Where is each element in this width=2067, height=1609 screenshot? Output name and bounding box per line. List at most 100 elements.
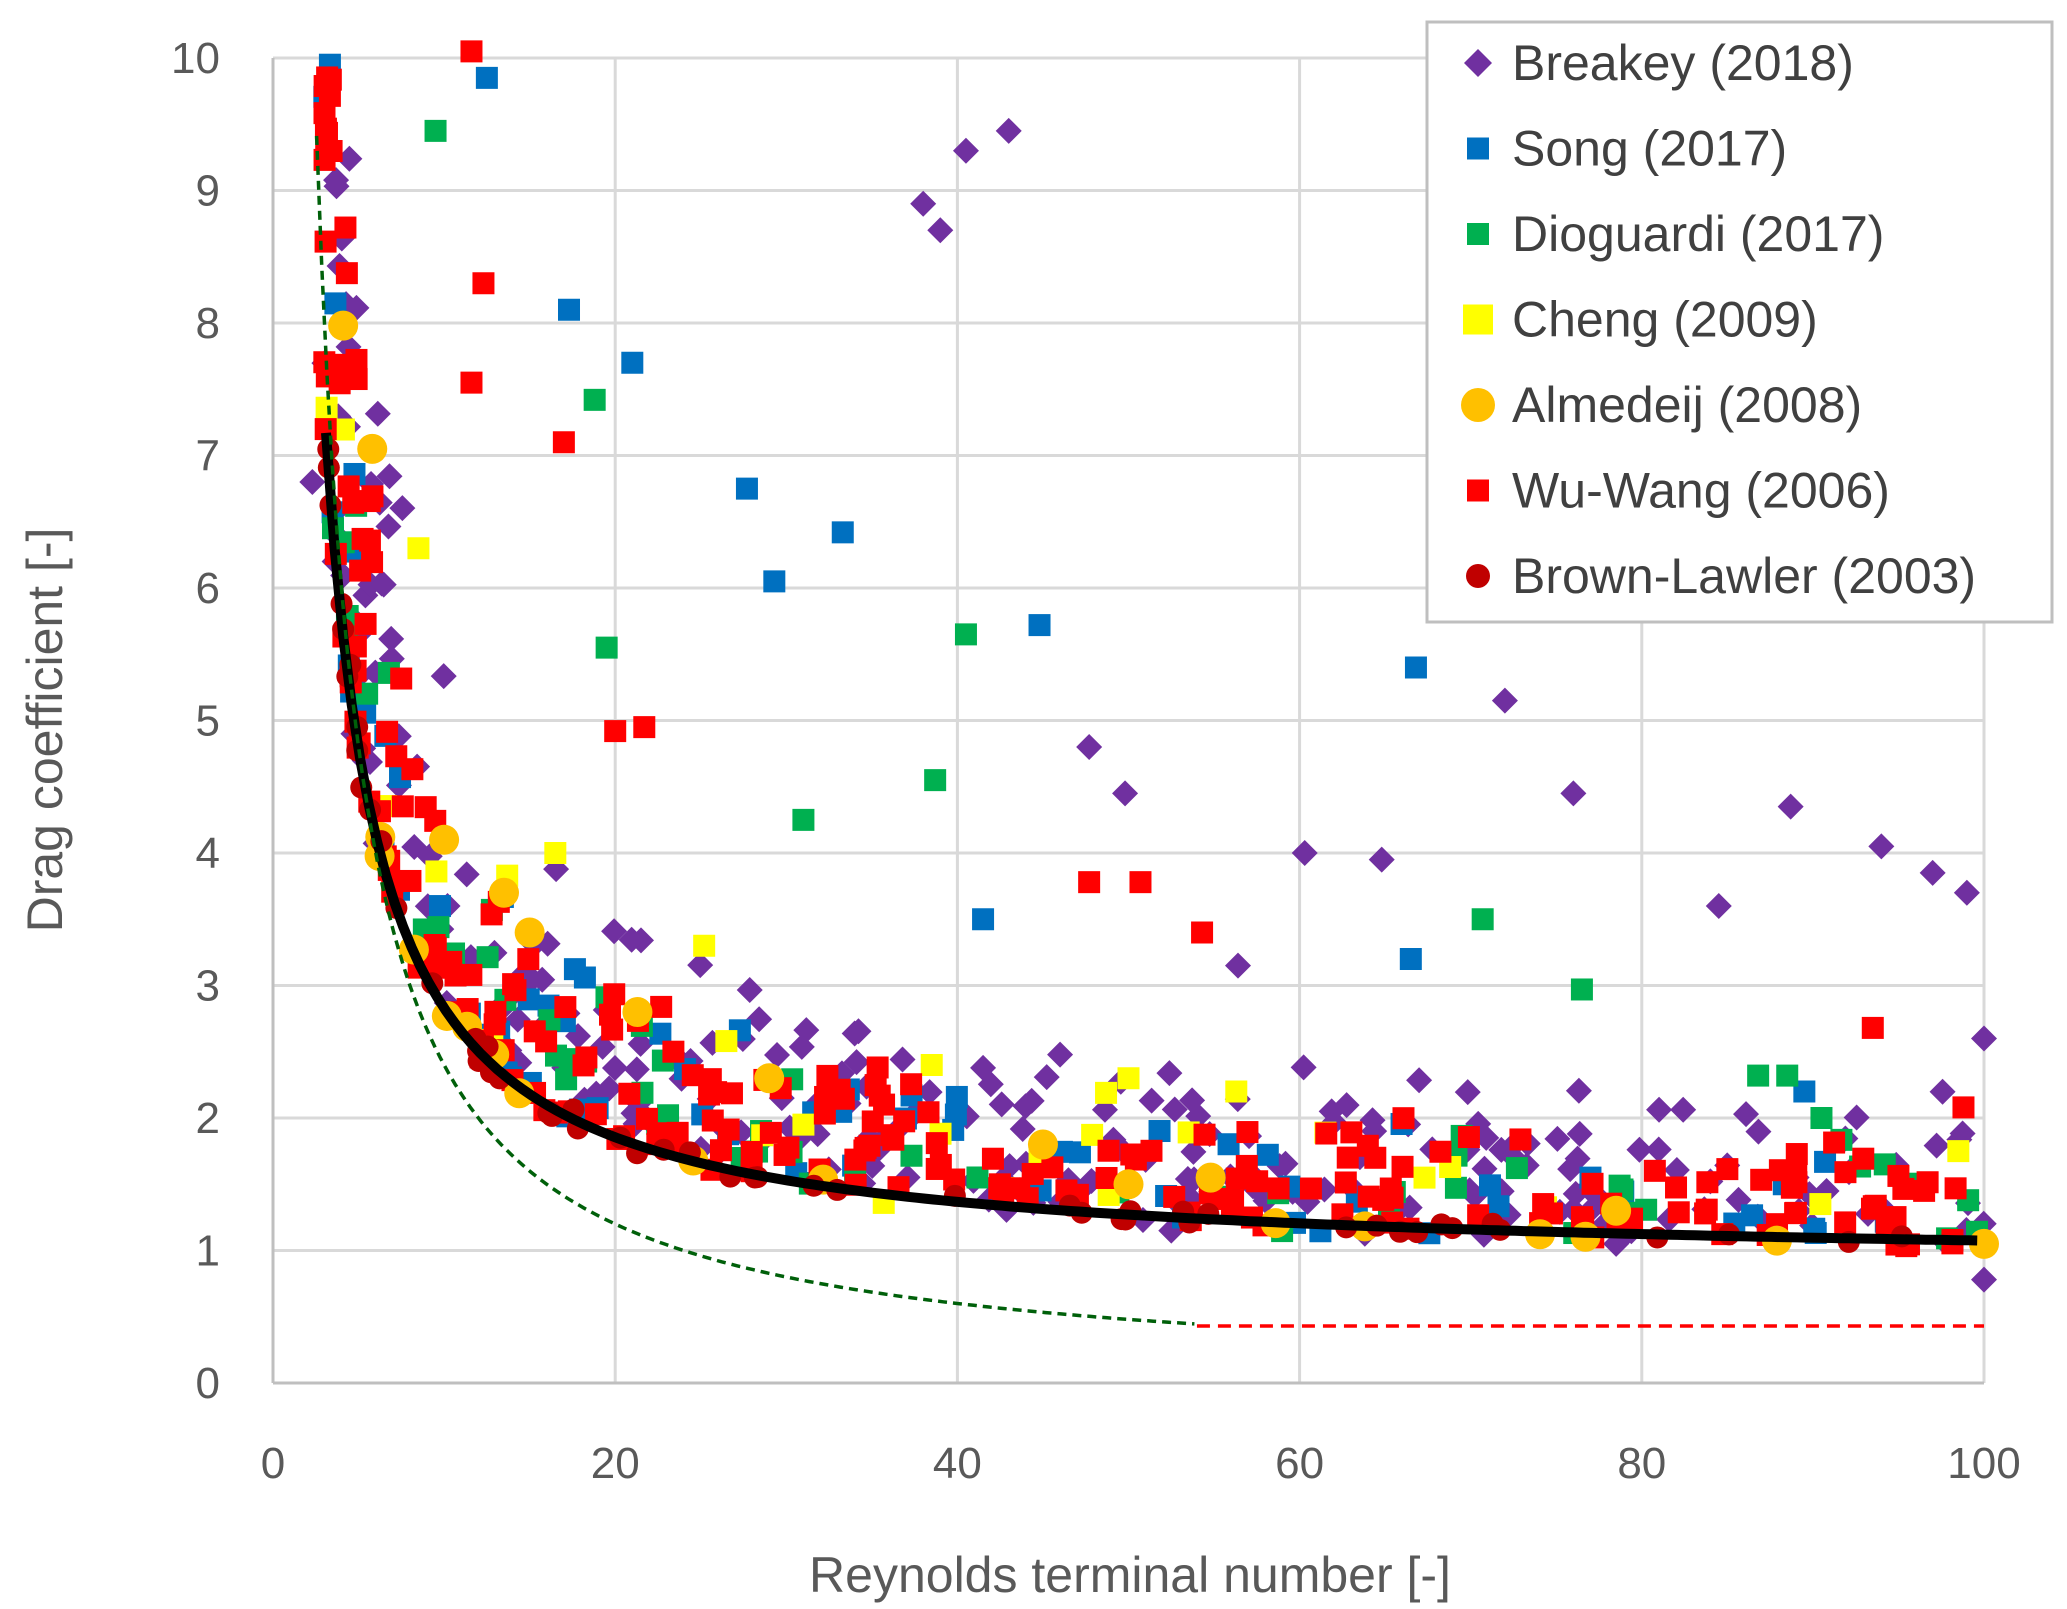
diamond-point [1929,1078,1956,1105]
square-point [657,1104,680,1127]
square-point [314,230,337,253]
square-point [792,1113,815,1136]
square-point [1814,1150,1837,1173]
square-point [1299,1177,1322,1200]
diamond-point [788,1033,815,1060]
square-point [1120,1143,1143,1166]
square-point [423,934,446,957]
diamond-point [401,834,428,861]
diamond-point [596,1075,623,1102]
square-point [460,963,483,986]
square-point [1193,1123,1216,1146]
y-tick-label: 4 [196,829,220,878]
square-point [1236,1121,1259,1144]
square-point [502,973,525,996]
square-point [1487,1195,1510,1218]
square-point [1391,1155,1414,1178]
square-point [517,948,540,971]
square-point [1117,1067,1140,1090]
diamond-point [1670,1096,1697,1123]
square-point [1776,1064,1799,1087]
diamond-point [1156,1060,1183,1087]
circle-point [514,917,545,948]
legend-label: Brown-Lawler (2003) [1512,548,1976,604]
circle-point [1113,1169,1144,1200]
diamond-point [1033,1064,1060,1091]
square-point [1078,871,1101,894]
square-point [1334,1171,1357,1194]
diamond-point [1076,734,1103,760]
square-point [552,431,575,454]
square-point [1095,1166,1118,1189]
square-point [1357,1185,1380,1208]
diamond-point [1923,1132,1950,1159]
diamond-point [430,663,457,690]
square-point [1097,1139,1120,1162]
square-point [763,570,786,593]
square-point [1823,1131,1846,1154]
square-point [1471,908,1494,931]
diamond-point [623,1056,650,1083]
circle-point [622,997,653,1027]
square-point [966,1166,989,1189]
square-point [635,1107,658,1130]
diamond-point [1272,1150,1299,1177]
square-point [681,1064,704,1087]
square-point [1429,1140,1452,1163]
diamond-point [1560,780,1587,807]
square-point [1716,1158,1739,1181]
legend-marker [1466,564,1490,588]
square-point [832,1087,855,1110]
legend-marker [1461,388,1495,422]
square-point [1399,948,1422,970]
square-point [954,623,977,646]
square-point [1581,1172,1604,1195]
square-point [595,636,618,659]
square-point [354,612,377,635]
y-tick-label: 2 [196,1094,220,1143]
square-point [649,1022,672,1045]
square-point [1741,1204,1764,1227]
square-point [1028,614,1051,637]
diamond-point [389,495,416,522]
legend-item: Almedeij (2008) [1461,377,1862,433]
square-point [1021,1162,1044,1185]
square-point [698,1083,721,1106]
square-point [1140,1139,1163,1162]
diamond-point [841,1020,868,1047]
x-tick-label: 0 [261,1439,285,1488]
y-tick-label: 8 [196,299,220,348]
square-point [324,292,347,315]
y-axis-title: Drag coefficient [-] [17,528,73,933]
diamond-point [1359,1107,1386,1134]
square-point [342,491,365,514]
square-point [1095,1081,1118,1104]
y-tick-label: 3 [196,962,220,1011]
fit-curve [321,432,1978,1246]
square-point [650,995,673,1018]
square-point [992,1182,1015,1205]
square-point [1191,921,1214,944]
stokes-dashed-line [314,135,1195,1326]
square-point [573,966,596,989]
square-point [1944,1177,1967,1200]
legend-item: Breakey (2018) [1464,35,1854,91]
square-point [759,1121,782,1144]
square-point [621,351,644,374]
diamond-point [364,400,391,427]
square-point [1404,656,1427,679]
square-point [332,418,355,441]
square-point [1750,1168,1773,1191]
y-tick-label: 1 [196,1227,220,1276]
square-point [1947,1140,1970,1163]
diamond-point [601,918,628,945]
square-point [544,842,567,864]
grid [273,56,1986,1383]
diamond-point [1566,1120,1593,1147]
square-point [1444,1176,1467,1199]
circle-point [357,433,388,464]
x-tick-label: 60 [1275,1439,1324,1488]
square-point [583,388,606,411]
